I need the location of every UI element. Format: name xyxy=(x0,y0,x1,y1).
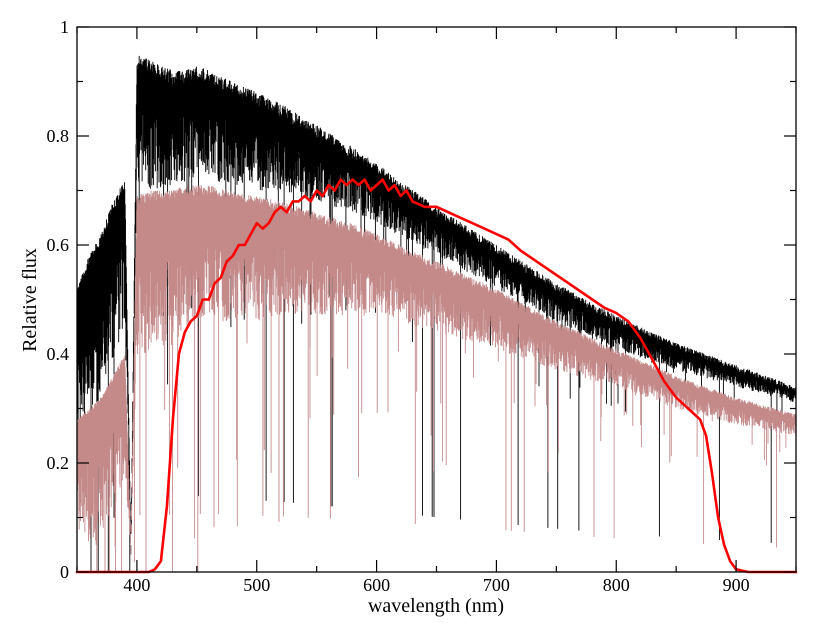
x-tick-label-400: 400 xyxy=(123,575,150,595)
y-tick-label-2: 0.4 xyxy=(47,344,70,364)
x-tick-label-700: 700 xyxy=(483,575,510,595)
y-tick-label-4: 0.8 xyxy=(47,126,70,146)
x-tick-label-500: 500 xyxy=(243,575,270,595)
plot-frame xyxy=(76,26,797,573)
tick-layer xyxy=(76,26,797,573)
x-tick-label-600: 600 xyxy=(363,575,390,595)
x-tick-label-800: 800 xyxy=(603,575,630,595)
y-axis-title: Relative flux xyxy=(19,248,41,352)
x-axis-title: wavelength (nm) xyxy=(368,595,504,617)
label-layer: 400 500 600 700 800 900 0 0.2 0.4 0.6 0.8 1 xyxy=(47,17,750,595)
y-tick-label-3: 0.6 xyxy=(47,235,70,255)
x-tick-label-900: 900 xyxy=(723,575,750,595)
series-layer xyxy=(75,55,798,574)
y-tick-label-0: 0 xyxy=(60,562,69,582)
series-filter-transmission-red xyxy=(75,178,798,574)
y-tick-label-1: 0.2 xyxy=(47,453,70,473)
y-tick-label-5: 1 xyxy=(60,17,69,37)
series-line-filter-transmission-red xyxy=(75,178,798,574)
